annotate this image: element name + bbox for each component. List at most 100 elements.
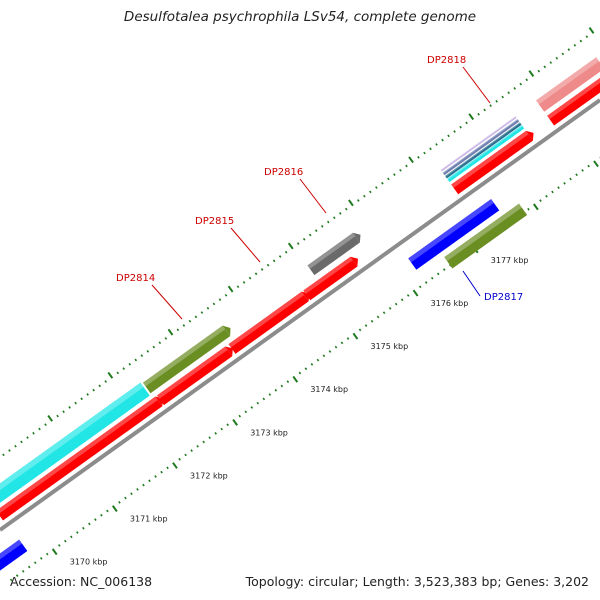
scale-tick xyxy=(585,35,589,39)
scale-tick xyxy=(172,462,178,469)
scale-tick xyxy=(348,199,354,207)
scale-label: 3172 kbp xyxy=(190,471,228,480)
scale-tick xyxy=(272,259,276,263)
gene-label: DP2818 xyxy=(427,55,466,66)
scale-tick xyxy=(326,220,330,224)
scale-tick xyxy=(399,168,402,172)
scale-tick xyxy=(340,341,344,345)
scale-tick xyxy=(2,453,5,457)
gene-feature xyxy=(447,125,525,183)
scale-tick xyxy=(140,354,144,358)
scale-tick xyxy=(154,475,157,478)
scale-tick xyxy=(250,406,254,409)
scale-tick xyxy=(256,401,260,405)
scale-tick xyxy=(358,328,362,332)
scale-tick xyxy=(47,414,54,422)
scale-tick xyxy=(387,177,390,181)
scale-tick xyxy=(545,194,548,198)
scale-tick xyxy=(232,418,238,426)
gene-feature xyxy=(142,325,231,394)
gene-callout: DP2818 xyxy=(427,55,491,104)
scale-tick xyxy=(166,466,169,470)
scale-tick xyxy=(214,432,217,435)
scale-tick xyxy=(111,505,118,513)
scale-tick xyxy=(80,397,83,401)
scale-tick xyxy=(124,496,127,500)
scale-tick xyxy=(588,26,595,34)
scale-tick xyxy=(363,194,366,198)
scale-tick xyxy=(182,324,186,327)
scale-tick xyxy=(316,358,320,362)
scale-tick xyxy=(394,302,398,306)
scale-tick xyxy=(284,250,288,254)
scale-tick xyxy=(200,311,204,314)
scale-tick xyxy=(146,350,150,353)
gene-feature xyxy=(442,119,520,176)
scale-tick xyxy=(513,87,517,90)
gene-label: DP2815 xyxy=(195,216,234,227)
scale-tick xyxy=(184,453,187,457)
scale-tick xyxy=(382,311,386,315)
scale-tick xyxy=(51,548,58,556)
scale-tick xyxy=(176,328,180,332)
scale-tick xyxy=(76,531,79,534)
scale-tick xyxy=(370,319,374,323)
scale-tick xyxy=(459,125,462,129)
scale-tick xyxy=(160,470,163,474)
map-title: Desulfotalea psychrophila LSv54, complet… xyxy=(123,9,477,25)
scale-tick xyxy=(569,177,572,181)
scale-tick xyxy=(58,544,61,547)
gene-label: DP2816 xyxy=(264,167,303,178)
scale-tick xyxy=(21,569,25,573)
scale-tick xyxy=(314,229,318,233)
scale-label: 3175 kbp xyxy=(370,342,408,351)
scale-tick xyxy=(587,164,590,168)
scale-tick xyxy=(551,190,554,194)
scale-tick xyxy=(262,397,266,401)
scale-tick xyxy=(122,367,126,370)
scale-label: 3170 kbp xyxy=(70,558,108,567)
scale-tick xyxy=(260,268,264,271)
scale-tick xyxy=(557,186,560,190)
scale-tick xyxy=(208,436,211,440)
scale-tick xyxy=(581,169,584,172)
scale-tick xyxy=(357,199,360,202)
scale-tick xyxy=(212,302,216,306)
scale-tick xyxy=(9,578,13,582)
scale-tick xyxy=(563,181,566,185)
scale-tick xyxy=(453,130,456,133)
gene-callout: DP2816 xyxy=(264,167,327,214)
scale-tick xyxy=(593,160,599,168)
scale-tick xyxy=(82,526,85,530)
gene-callout: DP2817 xyxy=(462,270,523,303)
scale-tick xyxy=(26,436,29,439)
scale-tick xyxy=(286,380,290,384)
gene-callout: DP2815 xyxy=(195,216,261,263)
scale-tick xyxy=(429,147,432,151)
scale-tick xyxy=(579,39,583,43)
scale-tick xyxy=(405,164,408,168)
scale-tick xyxy=(507,91,510,95)
gene-label: DP2817 xyxy=(484,292,523,303)
scale-tick xyxy=(74,401,77,405)
scale-tick xyxy=(561,52,565,56)
scale-tick xyxy=(167,328,174,336)
scale-labels: 3170 kbp 3171 kbp 3172 kbp 3173 kbp 3174 kbp… xyxy=(70,256,529,567)
scale-tick xyxy=(116,371,120,375)
scale-tick xyxy=(412,289,419,297)
scale-tick xyxy=(45,552,49,556)
scale-tick xyxy=(436,272,440,276)
scale-tick xyxy=(33,561,37,565)
scale-tick xyxy=(539,199,542,202)
gene-feature xyxy=(307,232,361,276)
scale-tick xyxy=(202,440,205,444)
scale-tick xyxy=(104,380,107,383)
scale-tick xyxy=(106,509,109,513)
scale-tick xyxy=(56,414,59,418)
scale-tick xyxy=(447,134,450,138)
gene-feature xyxy=(0,539,28,581)
scale-tick xyxy=(573,43,577,47)
scale-tick xyxy=(334,345,338,349)
genome-backbone xyxy=(0,98,600,532)
